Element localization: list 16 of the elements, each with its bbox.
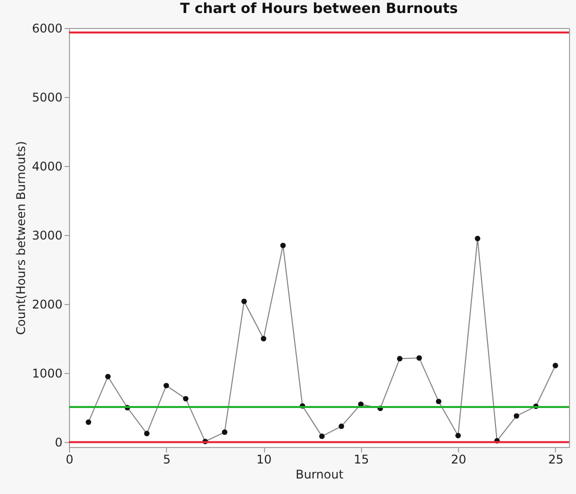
y-axis-title: Count(Hours between Burnouts) [14, 141, 28, 335]
x-tick-label: 15 [354, 452, 369, 466]
y-tick-label: 2000 [32, 298, 62, 312]
x-tick-label: 5 [162, 452, 171, 466]
x-tick-label: 0 [66, 452, 74, 466]
y-tick-label: 1000 [32, 366, 62, 381]
chart-title: T chart of Hours between Burnouts [180, 1, 458, 17]
x-tick-label: 10 [256, 452, 272, 466]
x-tick-label: 25 [548, 452, 564, 466]
y-tick-label: 4000 [32, 160, 62, 174]
y-tick-label: 3000 [32, 228, 62, 243]
y-tick-label: 0 [54, 436, 62, 450]
y-tick-label: 5000 [32, 90, 62, 105]
x-axis-title: Burnout [296, 468, 344, 482]
y-tick-label: 6000 [32, 22, 62, 36]
x-tick-label: 20 [450, 452, 466, 466]
